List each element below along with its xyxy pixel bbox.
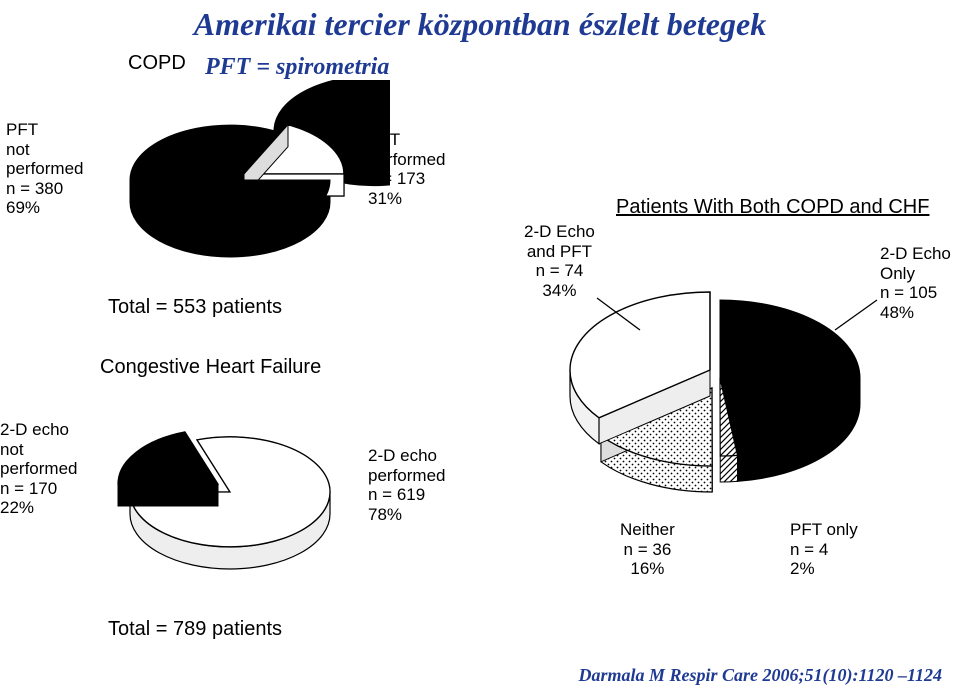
both-heading: Patients With Both COPD and CHF bbox=[616, 196, 929, 219]
chf-echo-yes-label: 2-D echo performed n = 619 78% bbox=[368, 446, 445, 524]
copd-pie-chart bbox=[70, 80, 390, 310]
both-echo-pft-label: 2-D Echo and PFT n = 74 34% bbox=[524, 222, 595, 300]
chf-pie-chart bbox=[70, 392, 390, 622]
chf-total-label: Total = 789 patients bbox=[108, 618, 282, 641]
copd-pft-yes-label: PFT performed n = 173 31% bbox=[368, 130, 445, 208]
both-pft-only-label: PFT only n = 4 2% bbox=[790, 520, 858, 579]
page-title: Amerikai tercier központban észlelt bete… bbox=[0, 6, 960, 43]
both-neither-label: Neither n = 36 16% bbox=[620, 520, 675, 579]
pft-subtitle: PFT = spirometria bbox=[205, 54, 389, 81]
both-echo-only-label: 2-D Echo Only n = 105 48% bbox=[880, 244, 951, 322]
copd-heading: COPD bbox=[128, 52, 186, 75]
citation-text: Darmala M Respir Care 2006;51(10):1120 –… bbox=[574, 665, 946, 686]
chf-echo-not-label: 2-D echo not performed n = 170 22% bbox=[0, 420, 77, 518]
copd-pft-not-label: PFT not performed n = 380 69% bbox=[6, 120, 83, 218]
chf-heading: Congestive Heart Failure bbox=[100, 356, 321, 379]
copd-total-label: Total = 553 patients bbox=[108, 296, 282, 319]
